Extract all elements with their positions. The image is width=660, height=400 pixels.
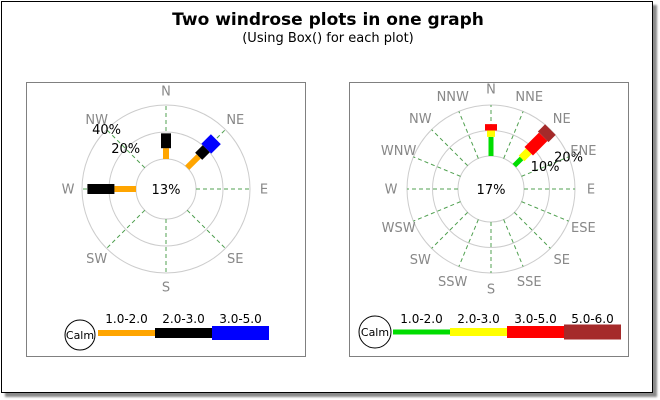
direction-label-s: S	[487, 283, 495, 298]
wind-bar-segment	[487, 130, 495, 137]
radial-line-wsw	[413, 201, 461, 222]
legend-calm-circle	[358, 315, 392, 349]
left-plot-panel: 20% 40% N NE E SE S SW W NW 13% Calm 1.0-2.0 2.0-3.0 3…	[26, 82, 306, 357]
legend-band-label: 3.0-5.0	[219, 312, 262, 326]
legend-band-label: 1.0-2.0	[105, 312, 148, 326]
direction-label-sw: SW	[86, 252, 107, 267]
legend-swatch	[564, 324, 621, 340]
radial-line-sw	[106, 209, 146, 249]
wind-bar-segment	[488, 136, 494, 156]
wind-bar-segment	[163, 148, 169, 159]
direction-label-wsw: WSW	[382, 221, 416, 236]
wind-bar-segment	[524, 132, 548, 156]
radial-line-nw	[106, 129, 146, 169]
chart-subtitle: (Using Box() for each plot)	[242, 31, 414, 46]
legend-band-label: 3.0-5.0	[514, 312, 557, 326]
wind-bar-segment	[161, 133, 171, 149]
radial-line-nne	[503, 111, 524, 159]
ring-label: 40%	[92, 123, 121, 138]
left-windrose-plot: 20% 40% N NE E SE S SW W NW 13% Calm 1.0-2.0 2.0-3.0 3…	[62, 85, 269, 351]
wind-bar-segment	[485, 124, 497, 131]
radial-line-ese	[521, 201, 569, 222]
direction-label-sse: SSE	[517, 275, 542, 290]
radial-line-ene	[521, 156, 569, 177]
wind-bar-ne	[185, 134, 221, 170]
legend-swatch	[155, 328, 212, 338]
wind-bar-w	[87, 184, 137, 194]
wind-bar-segment	[537, 124, 556, 143]
radial-line-wnw	[413, 156, 461, 177]
radial-line-sse	[503, 219, 524, 267]
direction-label-e: E	[260, 183, 268, 198]
direction-label-nne: NNE	[515, 90, 543, 105]
direction-label-ssw: SSW	[438, 275, 468, 290]
legend-band-label: 1.0-2.0	[400, 312, 443, 326]
radial-line-se	[513, 211, 551, 249]
radial-line-nnw	[458, 111, 479, 159]
wind-bar-segment	[114, 186, 137, 192]
legend-swatch	[98, 330, 155, 336]
ring-label: 20%	[111, 142, 140, 157]
legend-swatch	[450, 328, 507, 336]
legend-calm-label: Calm	[361, 326, 389, 339]
ring-circle	[81, 104, 251, 274]
wind-bar-segment	[201, 134, 221, 154]
radial-line-ssw	[458, 219, 479, 267]
direction-label-ene: ENE	[570, 144, 596, 159]
wind-bar-segment	[518, 148, 532, 162]
wind-bar-segment	[87, 184, 115, 194]
direction-label-wnw: WNW	[381, 144, 417, 159]
calm-percentage-label: 13%	[152, 183, 181, 198]
radial-line-nw	[431, 129, 469, 167]
direction-label-s: S	[162, 281, 170, 296]
direction-label-nw: NW	[409, 112, 432, 127]
legend-calm-circle	[64, 319, 96, 351]
wind-bar-n	[485, 124, 497, 156]
direction-label-se: SE	[227, 252, 243, 267]
direction-label-sw: SW	[410, 253, 431, 268]
direction-label-ese: ESE	[571, 221, 596, 236]
legend-swatch	[507, 326, 564, 338]
direction-label-nnw: NNW	[437, 90, 469, 105]
direction-label-w: W	[62, 183, 75, 198]
legend-band-label: 2.0-3.0	[162, 312, 205, 326]
wind-bar-n	[161, 133, 171, 159]
direction-label-n: N	[161, 85, 171, 100]
wind-bar-segment	[195, 145, 210, 160]
direction-label-ne: NE	[226, 113, 244, 128]
wind-bar-segment	[512, 156, 524, 168]
right-plot-panel: 10% 20% N NNE NE ENE E ESE SE SSE S SSW SW WSW W WNW NW N…	[349, 82, 629, 357]
direction-label-e: E	[587, 183, 595, 198]
wind-bar-segment	[185, 154, 201, 170]
ring-label: 20%	[554, 150, 583, 165]
calm-percentage-label: 17%	[477, 183, 506, 198]
direction-label-w: W	[385, 183, 398, 198]
direction-label-nw: NW	[85, 113, 108, 128]
ring-label: 10%	[531, 160, 560, 175]
legend-band-label: 5.0-6.0	[571, 312, 614, 326]
chart-frame: Two windrose plots in one graph (Using B…	[1, 1, 653, 393]
right-windrose-plot: 10%20% N NNE NE ENE E ESE SE SSE S SSW SW WSW W WNW NW N…	[358, 83, 621, 349]
legend-band-label: 2.0-3.0	[457, 312, 500, 326]
radial-line-sw	[431, 211, 469, 249]
legend-swatch	[212, 326, 269, 340]
chart-title: Two windrose plots in one graph	[172, 10, 484, 30]
wind-bar-ne	[512, 124, 556, 168]
direction-label-se: SE	[553, 253, 569, 268]
legend-calm-label: Calm	[66, 329, 94, 342]
direction-label-n: N	[486, 83, 496, 98]
radial-line-se	[186, 209, 226, 249]
legend-swatch	[393, 329, 450, 335]
direction-label-ne: NE	[553, 112, 571, 127]
